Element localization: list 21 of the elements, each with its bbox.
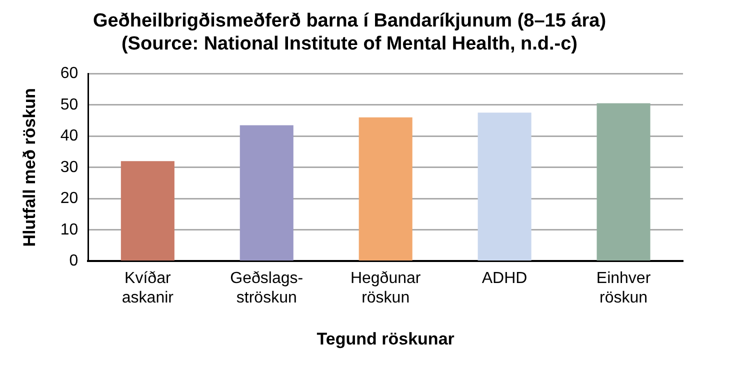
y-axis-title: Hlutfall með röskun	[20, 88, 39, 247]
bar	[478, 112, 532, 260]
x-axis-title: Tegund röskunar	[316, 329, 455, 348]
y-tick-label: 30	[60, 158, 78, 176]
bar	[120, 161, 174, 260]
y-tick-label: 50	[60, 96, 78, 114]
x-tick-label: ADHD	[482, 270, 528, 288]
bar	[596, 103, 650, 260]
x-tick-label: Einhver röskun	[596, 270, 652, 306]
text: Geðheilbrigðismeðferð barna í Bandaríkjunum (8–15 ára)	[92, 10, 606, 32]
bar	[358, 117, 412, 260]
y-tick-label: 10	[60, 221, 78, 238]
x-tick-label: Hegðunar röskun	[350, 270, 422, 306]
y-tick-label: 60	[60, 65, 78, 82]
text: (Source: National Institute of Mental Health, n.d.-c)	[121, 33, 578, 54]
bar	[240, 125, 294, 260]
x-tick-label: Geðslags-ströskun	[230, 270, 304, 306]
x-tick-label: Kvíðar askanir	[122, 270, 174, 306]
y-tick-label: 0	[69, 252, 78, 270]
y-tick-label: 20	[60, 190, 78, 208]
y-tick-label: 40	[60, 128, 78, 145]
